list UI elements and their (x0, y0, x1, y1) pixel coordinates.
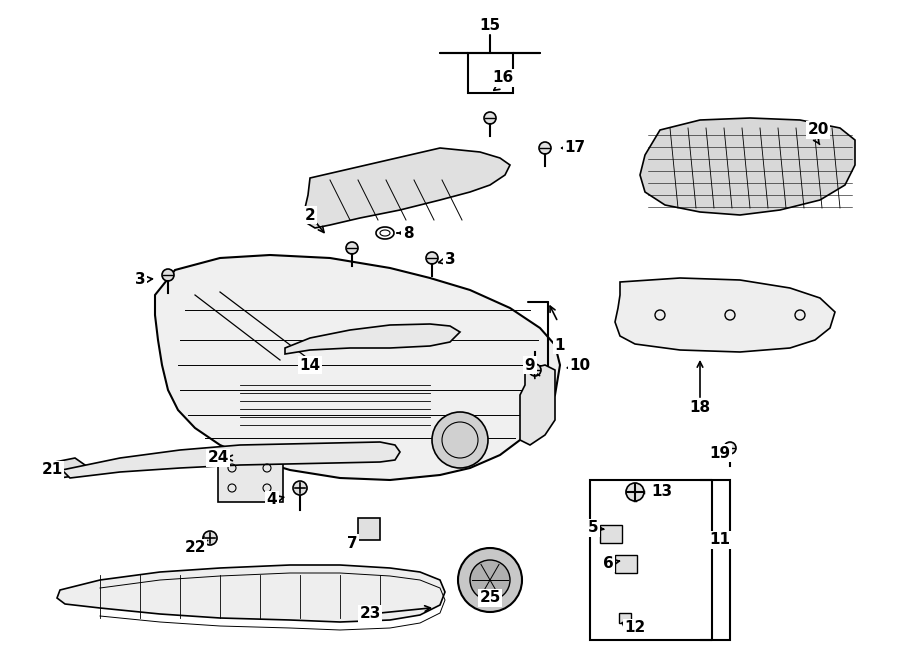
Text: 25: 25 (480, 590, 500, 605)
Circle shape (724, 442, 736, 454)
Text: 24: 24 (207, 451, 229, 465)
Polygon shape (55, 458, 85, 478)
Text: 17: 17 (564, 141, 586, 155)
Text: 18: 18 (689, 401, 711, 416)
Text: 9: 9 (525, 358, 535, 373)
Text: 22: 22 (184, 541, 206, 555)
Text: 14: 14 (300, 358, 320, 373)
Text: 11: 11 (709, 533, 731, 547)
Text: 1: 1 (554, 338, 565, 352)
Polygon shape (285, 324, 460, 354)
Circle shape (426, 252, 438, 264)
Text: 21: 21 (41, 463, 63, 477)
Bar (590, 480, 730, 640)
Bar (468, 53, 513, 93)
Text: 2: 2 (304, 208, 315, 223)
Bar (600, 525, 622, 543)
Text: 8: 8 (402, 225, 413, 241)
Bar (615, 555, 637, 573)
Polygon shape (615, 278, 835, 352)
Text: 12: 12 (625, 621, 645, 635)
Bar (358, 518, 380, 540)
Text: 20: 20 (807, 122, 829, 137)
Text: 5: 5 (588, 520, 598, 535)
Text: 13: 13 (652, 485, 672, 500)
Circle shape (346, 242, 358, 254)
Bar (619, 613, 631, 623)
Text: 10: 10 (570, 358, 590, 373)
Polygon shape (640, 118, 855, 215)
Text: 15: 15 (480, 17, 500, 32)
Text: 4: 4 (266, 492, 277, 508)
Text: 3: 3 (445, 253, 455, 268)
Circle shape (539, 142, 551, 154)
Polygon shape (62, 442, 400, 478)
Circle shape (203, 531, 217, 545)
Circle shape (293, 481, 307, 495)
Text: 3: 3 (135, 272, 145, 288)
Circle shape (162, 269, 174, 281)
Polygon shape (305, 148, 510, 228)
Text: 6: 6 (603, 555, 614, 570)
Bar (218, 450, 283, 502)
Text: 7: 7 (346, 535, 357, 551)
Circle shape (626, 483, 644, 501)
Text: 19: 19 (709, 446, 731, 461)
Circle shape (529, 364, 541, 376)
Circle shape (484, 112, 496, 124)
Text: 23: 23 (359, 607, 381, 621)
Circle shape (470, 560, 510, 600)
Polygon shape (155, 255, 560, 480)
Circle shape (432, 412, 488, 468)
Polygon shape (520, 365, 555, 445)
Circle shape (458, 548, 522, 612)
Polygon shape (57, 565, 445, 622)
Text: 16: 16 (492, 71, 514, 85)
